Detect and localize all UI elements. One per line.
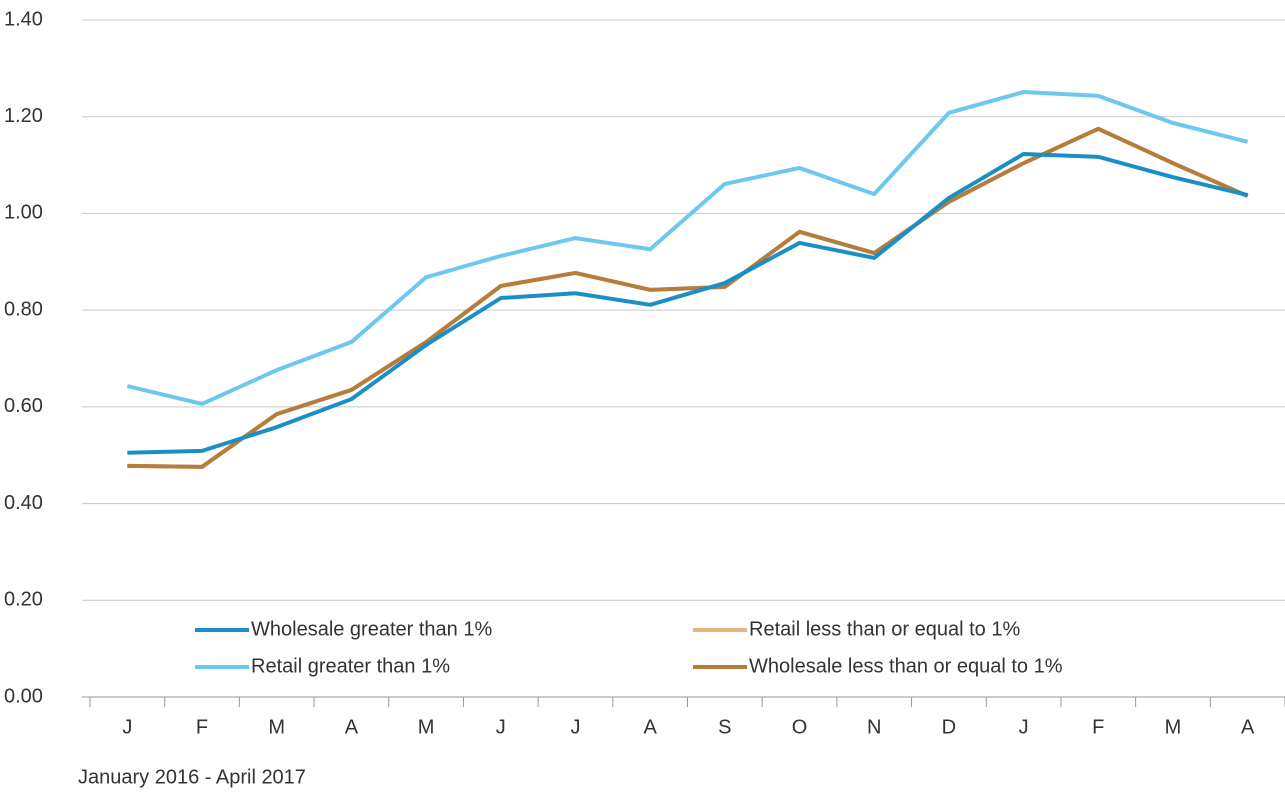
series-line xyxy=(127,151,1249,455)
x-tick-label: F xyxy=(1092,716,1104,738)
legend-label: Retail less than or equal to 1% xyxy=(749,618,1020,640)
x-tick-label: D xyxy=(942,716,956,738)
x-tick-label: S xyxy=(718,716,731,738)
x-tick-label: F xyxy=(196,716,208,738)
x-axis-label: January 2016 - April 2017 xyxy=(78,766,306,788)
y-tick-label: 0.80 xyxy=(4,298,43,320)
x-tick-label: J xyxy=(570,716,580,738)
y-tick-label: 1.20 xyxy=(4,105,43,127)
x-tick-label: A xyxy=(1241,716,1255,738)
legend-label: Wholesale less than or equal to 1% xyxy=(749,655,1063,677)
y-tick-label: 0.00 xyxy=(4,685,43,707)
x-tick-label: O xyxy=(792,716,808,738)
x-tick-label: M xyxy=(1165,716,1182,738)
series-line xyxy=(127,126,1249,469)
y-tick-label: 1.00 xyxy=(4,202,43,224)
y-tick-label: 1.40 xyxy=(4,8,43,30)
y-tick-label: 0.60 xyxy=(4,395,43,417)
x-tick-label: J xyxy=(1019,716,1029,738)
x-tick-label: J xyxy=(122,716,132,738)
x-tick-label: M xyxy=(268,716,285,738)
y-tick-label: 0.20 xyxy=(4,589,43,611)
x-tick-label: N xyxy=(867,716,881,738)
legend-label: Wholesale greater than 1% xyxy=(251,618,492,640)
x-tick-label: A xyxy=(345,716,359,738)
x-tick-label: J xyxy=(496,716,506,738)
series-line xyxy=(126,90,1249,406)
series-line xyxy=(127,126,1249,469)
x-tick-label: M xyxy=(418,716,435,738)
y-tick-label: 0.40 xyxy=(4,492,43,514)
legend-label: Retail greater than 1% xyxy=(251,655,450,677)
x-tick-label: A xyxy=(643,716,657,738)
